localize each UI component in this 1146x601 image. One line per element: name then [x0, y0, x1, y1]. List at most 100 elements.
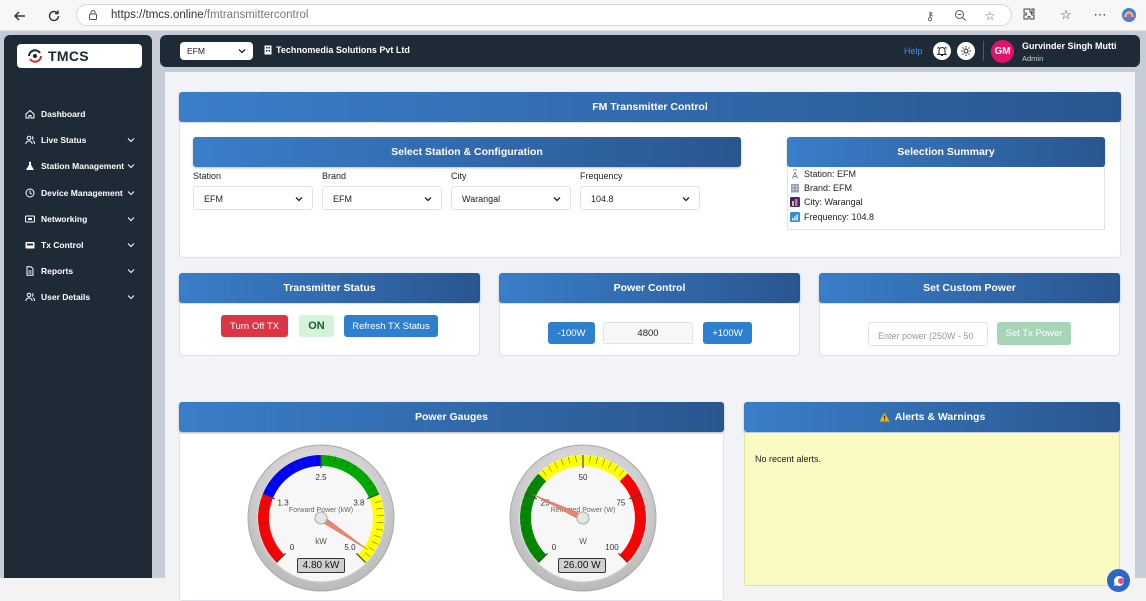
url-text[interactable]: https://tmcs.online/fmtransmittercontrol: [111, 9, 309, 21]
sidebar-item-label: User Details: [41, 292, 90, 302]
key-icon[interactable]: ⚷: [923, 9, 937, 23]
gauge-reflected-hub: [577, 512, 589, 524]
sidebar-item-dashboard[interactable]: Dashboard: [4, 101, 152, 127]
network-icon: [25, 214, 35, 224]
city-select[interactable]: Warangal: [451, 186, 571, 210]
sidebar-menu: Dashboard Live Status Station Management…: [4, 101, 152, 311]
chevron-down-icon: [553, 195, 561, 203]
building-icon: [264, 45, 272, 55]
file-icon: [25, 266, 35, 276]
gauge-forward-tick-label: 1.3: [278, 498, 290, 507]
favorites-icon[interactable]: ☆: [1058, 7, 1074, 23]
antenna-icon: [790, 169, 800, 179]
sidebar-item-user-details[interactable]: User Details: [4, 284, 152, 310]
home-icon: [25, 109, 35, 119]
station-label: Station: [193, 171, 221, 181]
tx-status-header: Transmitter Status: [179, 273, 480, 303]
logo-text: TMCS: [48, 48, 89, 64]
sidebar-item-tx-control[interactable]: Tx Control: [4, 232, 152, 258]
notifications-bell-icon[interactable]: [933, 42, 951, 60]
settings-gear-icon[interactable]: [957, 42, 975, 60]
summary-frequency: Frequency: 104.8: [788, 210, 1104, 224]
copilot-icon[interactable]: [1121, 7, 1137, 23]
chevron-down-icon: [127, 162, 135, 170]
brand-select[interactable]: EFM: [180, 42, 253, 60]
sidebar-item-device-management[interactable]: Device Management: [4, 180, 152, 206]
app-root: TMCS Dashboard Live Status Station Manag…: [0, 31, 1146, 578]
station-select[interactable]: EFM: [193, 186, 313, 210]
chevron-down-icon: [238, 47, 246, 55]
avatar[interactable]: GM: [991, 40, 1014, 63]
building-icon: [790, 183, 800, 193]
gauge-reflected-tick-label: 0: [552, 543, 557, 552]
more-menu-icon[interactable]: ⋯: [1092, 7, 1108, 23]
alerts-panel: No recent alerts.: [744, 433, 1120, 586]
custom-power-header: Set Custom Power: [819, 273, 1120, 303]
extensions-icon[interactable]: [1021, 7, 1037, 23]
summary-frequency-text: Frequency: 104.8: [804, 212, 874, 222]
main-content: FM Transmitter Control Select Station & …: [165, 72, 1135, 578]
reflected-power-readout: 26.00 W: [558, 558, 606, 573]
gauge-forward-tick-label: 0: [290, 543, 295, 552]
sidebar-item-station-management[interactable]: Station Management: [4, 153, 152, 179]
users-icon: [25, 292, 35, 302]
assistant-chat-icon[interactable]: [1107, 569, 1130, 592]
user-name: Gurvinder Singh Mutti: [1022, 41, 1117, 51]
frequency-select-value: 104.8: [591, 194, 614, 204]
sidebar-item-live-status[interactable]: Live Status: [4, 127, 152, 153]
gauge-forward-tick-label: 3.8: [353, 498, 365, 507]
summary-city-text: City: Warangal: [804, 197, 863, 207]
gauge-forward-hub: [315, 512, 327, 524]
chevron-down-icon: [424, 195, 432, 203]
decrease-power-button[interactable]: -100W: [548, 322, 595, 344]
frequency-select[interactable]: 104.8: [580, 186, 700, 210]
turn-off-tx-button[interactable]: Turn Off TX: [221, 315, 288, 337]
refresh-tx-status-button[interactable]: Refresh TX Status: [344, 315, 438, 337]
sidebar-item-label: Live Status: [41, 135, 86, 145]
alerts-empty-text: No recent alerts.: [755, 454, 821, 464]
user-role: Admin: [1022, 54, 1043, 63]
brand-field-select[interactable]: EFM: [322, 186, 442, 210]
flask-icon: [25, 161, 35, 171]
city-label: City: [451, 171, 467, 181]
gauge-forward-unit: kW: [315, 537, 327, 546]
gauge-reflected-unit: W: [579, 537, 587, 546]
chevron-down-icon: [127, 136, 135, 144]
increase-power-button[interactable]: +100W: [703, 322, 752, 344]
frequency-label: Frequency: [580, 171, 623, 181]
selection-summary: Station: EFM Brand: EFM City: Warangal F…: [787, 167, 1105, 230]
summary-station: Station: EFM: [788, 167, 1104, 181]
alerts-title: Alerts & Warnings: [895, 411, 986, 423]
chevron-down-icon: [295, 195, 303, 203]
brand-select-value: EFM: [187, 46, 205, 56]
users-icon: [25, 135, 35, 145]
config-header: Select Station & Configuration: [193, 137, 741, 167]
address-bar[interactable]: https://tmcs.online/fmtransmittercontrol…: [76, 4, 1012, 26]
chevron-down-icon: [127, 189, 135, 197]
warning-icon: [879, 412, 890, 422]
tmcs-logo[interactable]: TMCS: [17, 44, 142, 68]
fm-control-header: FM Transmitter Control: [179, 92, 1121, 122]
sidebar-item-label: Station Management: [41, 161, 124, 171]
browser-toolbar: https://tmcs.online/fmtransmittercontrol…: [0, 0, 1146, 31]
clock-icon: [25, 188, 35, 198]
sidebar-item-label: Tx Control: [41, 240, 84, 250]
sidebar-item-label: Reports: [41, 266, 73, 276]
tx-status-badge: ON: [299, 315, 334, 337]
help-link[interactable]: Help: [904, 46, 923, 56]
sidebar-item-reports[interactable]: Reports: [4, 258, 152, 284]
power-value-input[interactable]: 4800: [603, 322, 693, 344]
site-info-icon[interactable]: [87, 9, 99, 21]
custom-power-input[interactable]: Enter power (250W - 50: [868, 322, 988, 346]
brand-label: Brand: [322, 171, 346, 181]
set-tx-power-button[interactable]: Set Tx Power: [997, 322, 1071, 345]
reload-icon[interactable]: [44, 6, 64, 26]
chevron-down-icon: [127, 215, 135, 223]
chevron-down-icon: [127, 241, 135, 249]
zoom-icon[interactable]: [953, 9, 967, 23]
city-select-value: Warangal: [462, 194, 500, 204]
sidebar-item-networking[interactable]: Networking: [4, 206, 152, 232]
favorite-star-icon[interactable]: ☆: [983, 9, 997, 23]
back-icon[interactable]: [10, 6, 30, 26]
company-label: Technomedia Solutions Pvt Ltd: [276, 45, 410, 55]
